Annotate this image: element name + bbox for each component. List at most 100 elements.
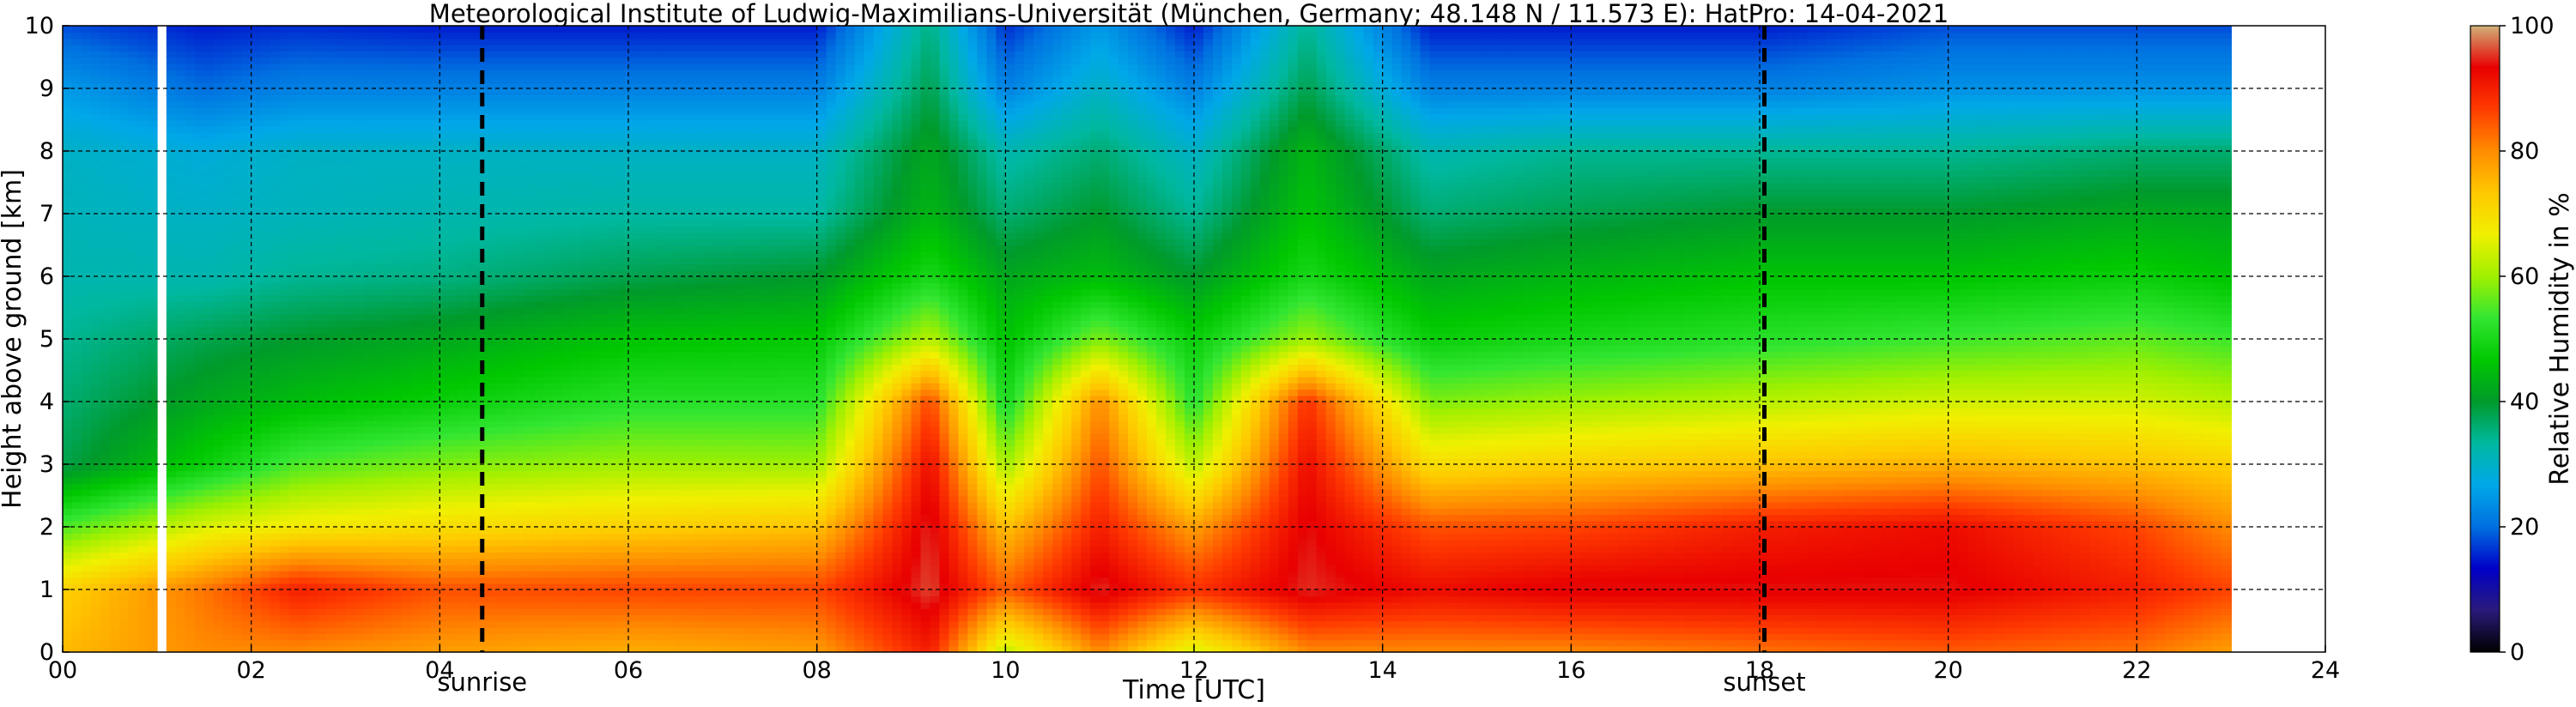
heatmap-cell	[166, 245, 177, 252]
heatmap-cell	[213, 301, 224, 309]
heatmap-cell	[63, 408, 73, 415]
heatmap-cell	[260, 639, 271, 647]
heatmap-cell	[345, 313, 356, 321]
heatmap-cell	[392, 313, 403, 321]
heatmap-cell	[336, 626, 347, 634]
heatmap-cell	[251, 138, 262, 146]
heatmap-cell	[118, 445, 130, 453]
heatmap-cell	[345, 57, 356, 64]
heatmap-cell	[185, 645, 196, 652]
heatmap-cell	[317, 489, 328, 497]
heatmap-cell	[468, 220, 479, 227]
heatmap-cell	[326, 94, 337, 102]
heatmap-cell	[71, 245, 82, 252]
heatmap-cell	[118, 408, 130, 415]
heatmap-cell	[260, 57, 271, 64]
heatmap-cell	[118, 639, 130, 647]
heatmap-cell	[449, 307, 460, 315]
heatmap-cell	[222, 370, 233, 378]
heatmap-cell	[430, 414, 441, 421]
heatmap-cell	[345, 88, 356, 96]
heatmap-cell	[185, 595, 196, 603]
heatmap-cell	[137, 426, 148, 434]
heatmap-cell	[392, 620, 403, 628]
heatmap-cell	[392, 214, 403, 221]
heatmap-cell	[175, 383, 186, 390]
heatmap-cell	[421, 639, 432, 647]
heatmap-cell	[336, 226, 347, 233]
heatmap-cell	[100, 514, 111, 522]
heatmap-cell	[468, 339, 479, 347]
heatmap-cell	[147, 420, 158, 427]
heatmap-cell	[336, 269, 347, 277]
heatmap-cell	[468, 301, 479, 309]
heatmap-cell	[118, 589, 130, 597]
heatmap-cell	[109, 151, 120, 159]
heatmap-cell	[213, 514, 224, 522]
heatmap-cell	[411, 389, 422, 396]
heatmap-cell	[232, 514, 243, 522]
heatmap-cell	[355, 357, 366, 365]
heatmap-cell	[81, 639, 92, 647]
heatmap-cell	[392, 476, 403, 484]
heatmap-cell	[185, 364, 196, 372]
heatmap-cell	[496, 125, 507, 133]
heatmap-cell	[260, 508, 271, 516]
heatmap-cell	[449, 577, 460, 584]
heatmap-cell	[345, 157, 356, 165]
heatmap-cell	[430, 520, 441, 528]
heatmap-cell	[336, 294, 347, 302]
heatmap-cell	[392, 614, 403, 622]
heatmap-cell	[307, 138, 318, 146]
heatmap-cell	[109, 282, 120, 290]
heatmap-cell	[402, 464, 413, 472]
heatmap-cell	[411, 445, 422, 453]
heatmap-cell	[383, 438, 394, 446]
heatmap-cell	[288, 558, 300, 565]
heatmap-cell	[534, 533, 544, 541]
heatmap-cell	[288, 633, 300, 641]
heatmap-cell	[336, 508, 347, 516]
heatmap-cell	[402, 32, 413, 39]
heatmap-cell	[81, 364, 92, 372]
heatmap-cell	[468, 614, 479, 622]
heatmap-cell	[222, 489, 233, 497]
heatmap-cell	[298, 508, 309, 516]
heatmap-cell	[468, 63, 479, 70]
heatmap-cell	[336, 113, 347, 121]
heatmap-cell	[241, 307, 252, 315]
heatmap-cell	[307, 395, 318, 402]
heatmap-cell	[100, 571, 111, 578]
heatmap-cell	[137, 339, 148, 347]
heatmap-cell	[81, 282, 92, 290]
heatmap-cell	[317, 614, 328, 622]
heatmap-cell	[534, 489, 544, 497]
heatmap-cell	[355, 520, 366, 528]
heatmap-cell	[270, 339, 281, 347]
heatmap-cell	[402, 51, 413, 58]
heatmap-cell	[373, 564, 385, 571]
heatmap-cell	[373, 214, 385, 221]
heatmap-cell	[515, 282, 525, 290]
heatmap-cell	[364, 577, 375, 584]
heatmap-cell	[524, 125, 535, 133]
heatmap-cell	[364, 276, 375, 284]
heatmap-cell	[468, 426, 479, 434]
heatmap-cell	[288, 100, 300, 108]
heatmap-cell	[421, 294, 432, 302]
heatmap-cell	[355, 457, 366, 465]
heatmap-cell	[194, 232, 205, 239]
heatmap-cell	[307, 601, 318, 609]
heatmap-cell	[524, 383, 535, 390]
heatmap-cell	[109, 332, 120, 340]
heatmap-cell	[222, 470, 233, 478]
heatmap-cell	[63, 251, 73, 258]
heatmap-cell	[326, 232, 337, 239]
heatmap-cell	[232, 389, 243, 396]
heatmap-cell	[213, 26, 224, 33]
heatmap-cell	[279, 607, 290, 615]
heatmap-cell	[364, 339, 375, 347]
heatmap-cell	[439, 57, 451, 64]
heatmap-cell	[524, 514, 535, 522]
heatmap-cell	[203, 508, 215, 516]
